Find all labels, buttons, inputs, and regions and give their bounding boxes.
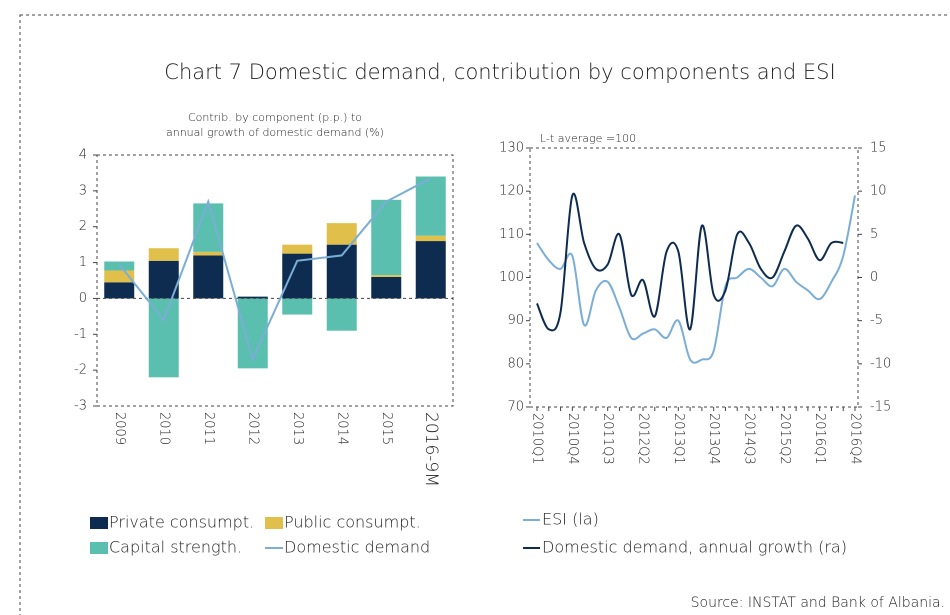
bar-segment bbox=[282, 298, 313, 315]
bar-segment bbox=[415, 235, 446, 242]
y-tick-label: 1 bbox=[79, 255, 87, 270]
bar-segment bbox=[193, 251, 224, 256]
bar-segment bbox=[104, 270, 135, 283]
y-tick-label: 3 bbox=[79, 183, 87, 198]
legend-label: Public consumpt. bbox=[284, 513, 421, 532]
bar-segment bbox=[415, 176, 446, 236]
x-tick-label: 2010 bbox=[156, 412, 171, 445]
y-tick-label: 130 bbox=[499, 141, 524, 156]
y-tick-label: 2 bbox=[79, 219, 87, 234]
line bbox=[536, 195, 856, 364]
subtitle: annual growth of domestic demand (%) bbox=[166, 126, 384, 139]
x-tick-label: 2012Q2 bbox=[636, 413, 651, 465]
annotation: L-t average =100 bbox=[540, 132, 636, 145]
x-tick-label: 2015Q2 bbox=[777, 413, 792, 465]
x-tick-label: 2014Q3 bbox=[742, 413, 757, 465]
y-tick-label: -1 bbox=[74, 327, 87, 342]
y2-tick-label: 15 bbox=[870, 141, 887, 156]
chart-title: Chart 7 Domestic demand, contribution by… bbox=[164, 60, 835, 84]
y-tick-label: 4 bbox=[79, 148, 87, 163]
y2-tick-label: 5 bbox=[870, 227, 878, 242]
y2-tick-label: 0 bbox=[870, 270, 878, 285]
y-tick-label: 110 bbox=[499, 227, 524, 242]
legend-swatch bbox=[265, 517, 283, 529]
source: Source: INSTAT and Bank of Albania. bbox=[691, 595, 945, 611]
y-tick-label: 70 bbox=[507, 400, 524, 415]
x-tick-label: 2016Q4 bbox=[848, 413, 863, 465]
bar-segment bbox=[415, 241, 446, 299]
y-tick-label: 120 bbox=[499, 184, 524, 199]
legend-label: Domestic demand bbox=[284, 538, 430, 557]
x-tick-label: 2015 bbox=[379, 412, 394, 445]
x-tick-label: 2012 bbox=[245, 412, 260, 445]
x-tick-label: 2016Q1 bbox=[812, 413, 827, 465]
bar-segment bbox=[237, 296, 268, 299]
y-tick-label: 80 bbox=[507, 356, 524, 371]
x-tick-label: 2014 bbox=[334, 412, 349, 445]
bar-segment bbox=[104, 282, 135, 299]
bar-segment bbox=[371, 276, 402, 299]
bar-segment bbox=[193, 255, 224, 299]
bar-segment bbox=[148, 248, 179, 261]
bar-segment bbox=[326, 223, 357, 245]
legend-label: ESI (la) bbox=[542, 510, 599, 529]
y-tick-label: -3 bbox=[74, 399, 87, 414]
y2-tick-label: -15 bbox=[870, 400, 891, 415]
y2-tick-label: 10 bbox=[870, 184, 887, 199]
plot-frame bbox=[529, 147, 859, 408]
plot-frame bbox=[96, 154, 454, 407]
bar-segment bbox=[104, 261, 135, 271]
y2-tick-label: -10 bbox=[870, 356, 891, 371]
subtitle: Contrib. by component (p.p.) to bbox=[188, 111, 362, 124]
x-tick-label: 2010Q1 bbox=[530, 413, 545, 465]
legend-label: Domestic demand, annual growth (ra) bbox=[542, 538, 847, 557]
bar-segment bbox=[371, 275, 402, 277]
bar-segment bbox=[148, 298, 179, 378]
x-tick-label: 2016-9M bbox=[421, 412, 441, 487]
legend-swatch bbox=[90, 517, 108, 529]
x-tick-label: 2009 bbox=[112, 412, 127, 445]
y-tick-label: 100 bbox=[499, 270, 524, 285]
y2-tick-label: -5 bbox=[870, 313, 883, 328]
y-tick-label: 0 bbox=[79, 291, 87, 306]
x-tick-label: 2013Q4 bbox=[706, 413, 721, 465]
line bbox=[536, 192, 844, 332]
y-tick-label: -2 bbox=[74, 363, 87, 378]
legend-label: Private consumpt. bbox=[109, 513, 254, 532]
legend-label: Capital strength. bbox=[109, 538, 242, 557]
bar-segment bbox=[371, 199, 402, 276]
x-tick-label: 2011Q3 bbox=[600, 413, 615, 465]
y-tick-label: 90 bbox=[507, 313, 524, 328]
line bbox=[118, 177, 432, 363]
x-tick-label: 2013 bbox=[290, 412, 305, 445]
x-tick-label: 2010Q4 bbox=[565, 413, 580, 465]
legend-swatch bbox=[90, 542, 108, 554]
bar-segment bbox=[282, 244, 313, 254]
x-tick-label: 2011 bbox=[201, 412, 216, 445]
bar-segment bbox=[326, 244, 357, 299]
x-tick-label: 2013Q1 bbox=[671, 413, 686, 465]
bar-segment bbox=[326, 298, 357, 331]
